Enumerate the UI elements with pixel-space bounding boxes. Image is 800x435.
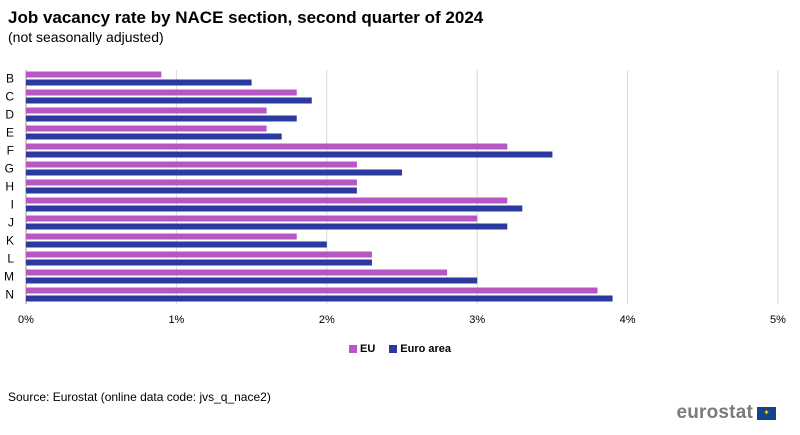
category-label: D bbox=[5, 108, 14, 122]
bar-euro-area bbox=[26, 205, 523, 212]
category-label: J bbox=[8, 216, 14, 230]
logo-text: eurostat bbox=[676, 402, 753, 423]
chart-title: Job vacancy rate by NACE section, second… bbox=[8, 8, 484, 27]
legend-item-euro-area: Euro area bbox=[389, 343, 451, 355]
legend-swatch-eu bbox=[348, 345, 357, 353]
eu-flag-icon: ✦ bbox=[757, 406, 776, 420]
bar-eu bbox=[26, 287, 598, 294]
bar-eu bbox=[26, 71, 162, 78]
bar-euro-area bbox=[26, 79, 252, 86]
category-label: G bbox=[5, 162, 14, 176]
legend-label-eu: EU bbox=[359, 343, 376, 355]
bar-euro-area bbox=[26, 223, 508, 230]
legend: EU Euro area bbox=[0, 343, 800, 355]
legend-item-eu: EU bbox=[348, 343, 376, 355]
bar-eu bbox=[26, 269, 448, 276]
x-tick-label: 1% bbox=[168, 314, 184, 326]
bar-euro-area bbox=[26, 115, 297, 122]
bar-eu bbox=[26, 143, 508, 150]
bar-eu bbox=[26, 161, 357, 168]
bar-euro-area bbox=[26, 295, 613, 302]
legend-label-euro-area: Euro area bbox=[400, 343, 452, 355]
x-tick-label: 2% bbox=[319, 314, 335, 326]
bar-eu bbox=[26, 179, 357, 186]
bar-eu bbox=[26, 197, 508, 204]
bar-euro-area bbox=[26, 133, 282, 140]
category-label: H bbox=[5, 180, 14, 194]
category-label: K bbox=[6, 234, 14, 248]
bar-eu bbox=[26, 215, 478, 222]
bar-euro-area bbox=[26, 259, 372, 266]
bar-euro-area bbox=[26, 151, 553, 158]
bar-eu bbox=[26, 107, 267, 114]
category-label: F bbox=[7, 144, 14, 158]
source-note: Source: Eurostat (online data code: jvs_… bbox=[8, 390, 271, 404]
bar-eu bbox=[26, 251, 372, 258]
x-tick-label: 5% bbox=[770, 314, 786, 326]
gridlines bbox=[25, 70, 779, 304]
x-tick-label: 0% bbox=[18, 314, 34, 326]
legend-swatch-euro-area bbox=[389, 345, 398, 353]
category-label: B bbox=[6, 72, 14, 86]
bar-euro-area bbox=[26, 241, 327, 248]
category-label: C bbox=[5, 90, 14, 104]
bars bbox=[26, 71, 613, 302]
x-tick-label: 3% bbox=[469, 314, 485, 326]
category-label: E bbox=[6, 126, 14, 140]
category-label: I bbox=[11, 198, 14, 212]
x-axis-tick-labels: 0% 1% 2% 3% 4% 5% bbox=[18, 314, 786, 326]
bar-euro-area bbox=[26, 169, 402, 176]
category-label: N bbox=[5, 288, 14, 302]
bar-euro-area bbox=[26, 97, 312, 104]
eurostat-logo: eurostat ✦ bbox=[676, 402, 776, 424]
chart-subtitle: (not seasonally adjusted) bbox=[8, 29, 164, 45]
bar-eu bbox=[26, 233, 297, 240]
category-label: M bbox=[4, 270, 14, 284]
bar-eu bbox=[26, 89, 297, 96]
bar-eu bbox=[26, 125, 267, 132]
bar-euro-area bbox=[26, 187, 357, 194]
category-label: L bbox=[7, 252, 14, 266]
x-tick-label: 4% bbox=[620, 314, 636, 326]
bar-euro-area bbox=[26, 277, 478, 284]
